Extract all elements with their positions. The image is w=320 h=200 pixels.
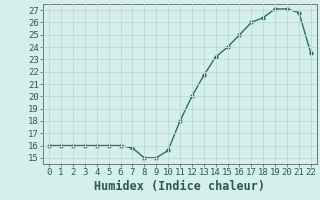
- X-axis label: Humidex (Indice chaleur): Humidex (Indice chaleur): [94, 180, 266, 193]
